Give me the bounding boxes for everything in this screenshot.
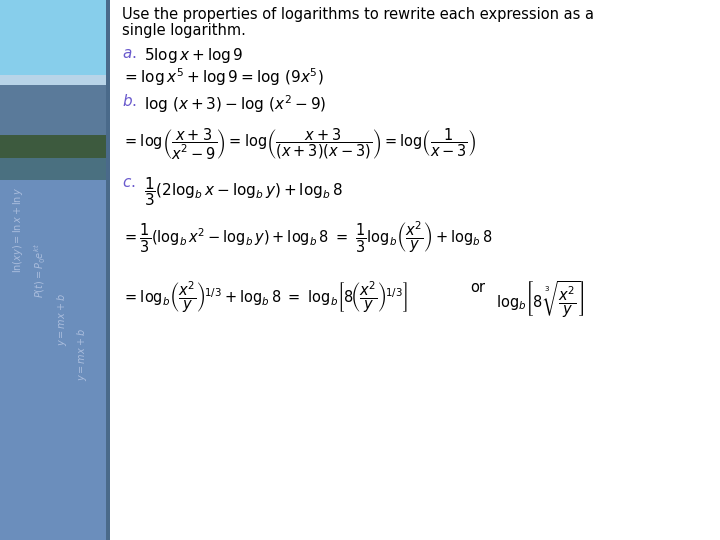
- Text: $\log_b\!\left[8\,\sqrt[3]{\dfrac{x^2}{y}}\right]$: $\log_b\!\left[8\,\sqrt[3]{\dfrac{x^2}{y…: [496, 280, 585, 320]
- Text: $=\dfrac{1}{3}(\log_b x^2 - \log_b y) + \log_b 8\ =\ \dfrac{1}{3}\log_b\!\left(\: $=\dfrac{1}{3}(\log_b x^2 - \log_b y) + …: [122, 220, 492, 255]
- Text: $P(t) = P_0e^{kt}$: $P(t) = P_0e^{kt}$: [32, 242, 48, 298]
- Text: $b.$: $b.$: [122, 93, 137, 109]
- Bar: [0, 0, 110, 80]
- Bar: [106, 0, 110, 540]
- Text: $a.$: $a.$: [122, 46, 137, 61]
- Text: $= \log x^5 + \log 9 = \log\,(9x^5)$: $= \log x^5 + \log 9 = \log\,(9x^5)$: [122, 66, 324, 87]
- Text: single logarithm.: single logarithm.: [122, 23, 246, 38]
- Bar: [0, 85, 110, 140]
- Text: $\dfrac{1}{3}(2\log_b x - \log_b y) + \log_b 8$: $\dfrac{1}{3}(2\log_b x - \log_b y) + \l…: [144, 175, 343, 208]
- Text: $5\log x + \log 9$: $5\log x + \log 9$: [144, 46, 243, 65]
- Text: $=\log_b\!\left(\dfrac{x^2}{y}\right)^{\!1/3} + \log_b 8\ =\ \log_b\!\left[8\!\l: $=\log_b\!\left(\dfrac{x^2}{y}\right)^{\…: [122, 280, 408, 315]
- Text: Use the properties of logarithms to rewrite each expression as a: Use the properties of logarithms to rewr…: [122, 7, 594, 22]
- Text: $\log\,(x + 3) - \log\,(x^2 - 9)$: $\log\,(x + 3) - \log\,(x^2 - 9)$: [144, 93, 326, 114]
- Bar: [0, 0, 110, 540]
- Bar: [0, 135, 110, 160]
- Text: $y = mx + b$: $y = mx + b$: [55, 294, 69, 347]
- Bar: [0, 75, 110, 90]
- Text: $y = mx + b$: $y = mx + b$: [75, 328, 89, 381]
- Text: $\ln(xy) = \ln x + \ln y$: $\ln(xy) = \ln x + \ln y$: [11, 187, 25, 273]
- Text: or: or: [470, 280, 485, 295]
- Bar: [110, 0, 720, 540]
- Text: $c.$: $c.$: [122, 175, 135, 190]
- Bar: [0, 158, 110, 180]
- Text: $=\log\!\left(\dfrac{x+3}{x^2-9}\right)=\log\!\left(\dfrac{x+3}{(x+3)(x-3)}\righ: $=\log\!\left(\dfrac{x+3}{x^2-9}\right)=…: [122, 127, 477, 162]
